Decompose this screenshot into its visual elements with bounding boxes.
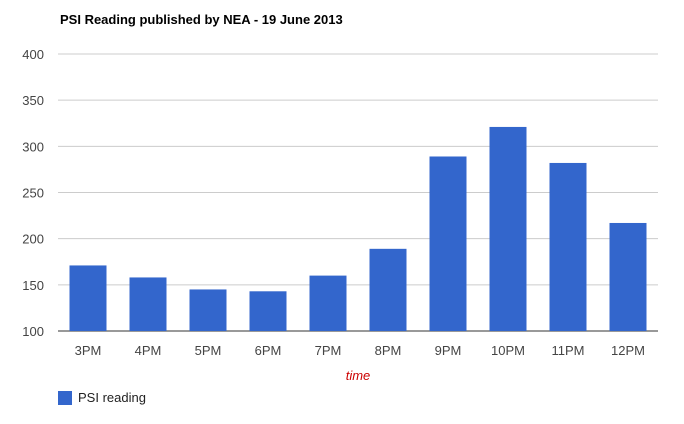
y-tick-label: 250 xyxy=(22,186,44,201)
bars xyxy=(69,126,647,332)
y-tick-label: 300 xyxy=(22,139,44,154)
bar xyxy=(369,248,407,331)
x-tick-label: 6PM xyxy=(255,343,282,358)
x-tick-label: 3PM xyxy=(75,343,102,358)
bar xyxy=(249,291,287,331)
x-tick-label: 5PM xyxy=(195,343,222,358)
bar xyxy=(189,289,227,331)
x-tick-label: 11PM xyxy=(552,343,585,358)
x-tick-label: 9PM xyxy=(435,343,462,358)
x-tick-label: 4PM xyxy=(135,343,162,358)
chart-title: PSI Reading published by NEA - 19 June 2… xyxy=(60,12,343,27)
legend-label: PSI reading xyxy=(78,390,146,405)
legend-swatch xyxy=(58,390,72,405)
bar xyxy=(129,277,167,331)
x-tick-label: 10PM xyxy=(491,343,525,358)
bar xyxy=(429,156,467,331)
bar xyxy=(309,275,347,331)
x-tick-label: 8PM xyxy=(375,343,402,358)
bar xyxy=(609,222,647,331)
bar xyxy=(69,265,107,331)
y-axis-ticks: 400 350 300 250 200 150 100 xyxy=(22,47,44,339)
bar xyxy=(489,126,527,332)
x-axis-label: time xyxy=(346,368,371,383)
y-tick-label: 400 xyxy=(22,47,44,62)
legend: PSI reading xyxy=(58,390,146,405)
x-tick-label: 7PM xyxy=(315,343,342,358)
bar xyxy=(549,162,587,331)
x-tick-label: 12PM xyxy=(611,343,645,358)
y-tick-label: 100 xyxy=(22,324,44,339)
x-axis-ticks: 3PM 4PM 5PM 6PM 7PM 8PM 9PM 10PM 11PM 12PM xyxy=(75,343,645,358)
y-tick-label: 150 xyxy=(22,278,44,293)
y-tick-label: 350 xyxy=(22,93,44,108)
y-tick-label: 200 xyxy=(22,232,44,247)
